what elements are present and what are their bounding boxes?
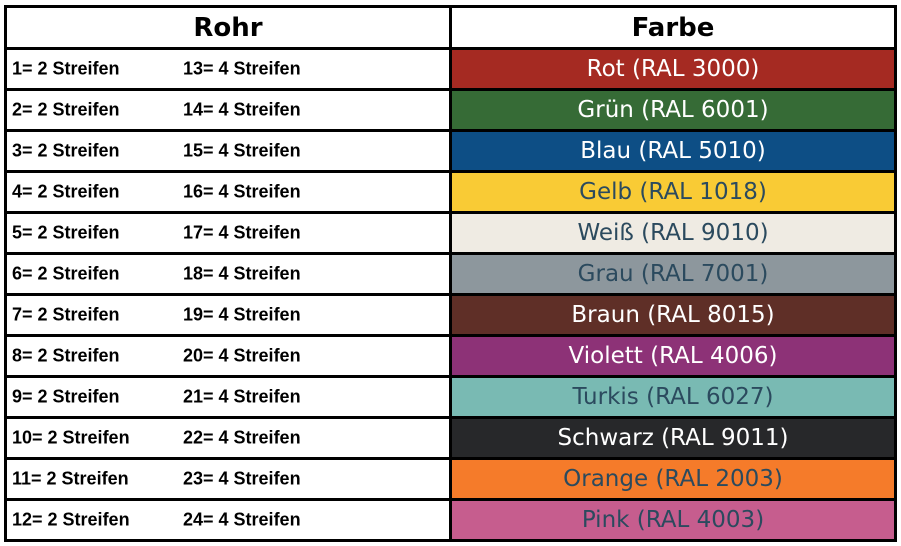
rohr-cell: 11= 2 Streifen 23= 4 Streifen [4, 457, 452, 501]
header-farbe: Farbe [449, 5, 897, 50]
stripe-count-left: 9= 2 Streifen [12, 386, 120, 407]
table-row: 3= 2 Streifen 15= 4 Streifen Blau (RAL 501… [4, 129, 897, 173]
table-row: 6= 2 Streifen 18= 4 Streifen Grau (RAL 700… [4, 252, 897, 296]
farbe-swatch-cell: Turkis (RAL 6027) [449, 375, 897, 419]
stripe-count-left: 4= 2 Streifen [12, 181, 120, 202]
table-row: 5= 2 Streifen 17= 4 Streifen Weiß (RAL 901… [4, 211, 897, 255]
stripe-count-right: 17= 4 Streifen [183, 222, 301, 243]
table-row: 10= 2 Streifen 22= 4 Streifen Schwarz (RAL… [4, 416, 897, 460]
farbe-swatch-cell: Orange (RAL 2003) [449, 457, 897, 501]
farbe-swatch-cell: Pink (RAL 4003) [449, 498, 897, 542]
stripe-count-right: 16= 4 Streifen [183, 181, 301, 202]
stripe-count-left: 11= 2 Streifen [12, 468, 129, 489]
table-row: 4= 2 Streifen 16= 4 Streifen Gelb (RAL 101… [4, 170, 897, 214]
stripe-count-right: 14= 4 Streifen [183, 99, 301, 120]
rohr-cell: 6= 2 Streifen 18= 4 Streifen [4, 252, 452, 296]
header-rohr: Rohr [4, 5, 452, 50]
table-row: 2= 2 Streifen 14= 4 Streifen Grün (RAL 600… [4, 88, 897, 132]
farbe-swatch-cell: Schwarz (RAL 9011) [449, 416, 897, 460]
rohr-cell: 7= 2 Streifen 19= 4 Streifen [4, 293, 452, 337]
stripe-count-left: 7= 2 Streifen [12, 304, 120, 325]
stripe-count-left: 1= 2 Streifen [12, 58, 120, 79]
farbe-swatch-cell: Grün (RAL 6001) [449, 88, 897, 132]
stripe-count-left: 2= 2 Streifen [12, 99, 120, 120]
stripe-count-right: 20= 4 Streifen [183, 345, 301, 366]
rohr-cell: 5= 2 Streifen 17= 4 Streifen [4, 211, 452, 255]
stripe-count-right: 15= 4 Streifen [183, 140, 301, 161]
stripe-count-left: 8= 2 Streifen [12, 345, 120, 366]
table-row: 8= 2 Streifen 20= 4 Streifen Violett (RAL … [4, 334, 897, 378]
farbe-swatch-cell: Violett (RAL 4006) [449, 334, 897, 378]
stripe-count-left: 12= 2 Streifen [12, 509, 130, 530]
farbe-swatch-cell: Braun (RAL 8015) [449, 293, 897, 337]
rohr-cell: 10= 2 Streifen 22= 4 Streifen [4, 416, 452, 460]
rohr-cell: 8= 2 Streifen 20= 4 Streifen [4, 334, 452, 378]
header-row: Rohr Farbe [4, 5, 897, 50]
stripe-count-right: 13= 4 Streifen [183, 58, 301, 79]
table-row: 9= 2 Streifen 21= 4 Streifen Turkis (RAL 6… [4, 375, 897, 419]
rohr-cell: 3= 2 Streifen 15= 4 Streifen [4, 129, 452, 173]
stripe-count-right: 22= 4 Streifen [183, 427, 301, 448]
table-row: 7= 2 Streifen 19= 4 Streifen Braun (RAL 80… [4, 293, 897, 337]
farbe-swatch-cell: Grau (RAL 7001) [449, 252, 897, 296]
rohr-cell: 9= 2 Streifen 21= 4 Streifen [4, 375, 452, 419]
rohr-cell: 2= 2 Streifen 14= 4 Streifen [4, 88, 452, 132]
stripe-count-right: 19= 4 Streifen [183, 304, 301, 325]
stripe-count-left: 10= 2 Streifen [12, 427, 130, 448]
rohr-cell: 1= 2 Streifen 13= 4 Streifen [4, 47, 452, 91]
rohr-cell: 4= 2 Streifen 16= 4 Streifen [4, 170, 452, 214]
stripe-count-right: 21= 4 Streifen [183, 386, 301, 407]
color-table-container: Rohr Farbe 1= 2 Streifen 13= 4 Streifen Ro… [4, 5, 897, 542]
table-row: 11= 2 Streifen 23= 4 Streifen Orange (RAL … [4, 457, 897, 501]
farbe-swatch-cell: Rot (RAL 3000) [449, 47, 897, 91]
stripe-count-right: 18= 4 Streifen [183, 263, 301, 284]
farbe-swatch-cell: Gelb (RAL 1018) [449, 170, 897, 214]
stripe-count-right: 23= 4 Streifen [183, 468, 301, 489]
stripe-count-left: 6= 2 Streifen [12, 263, 120, 284]
stripe-count-left: 5= 2 Streifen [12, 222, 120, 243]
stripe-count-left: 3= 2 Streifen [12, 140, 120, 161]
farbe-swatch-cell: Weiß (RAL 9010) [449, 211, 897, 255]
rohr-cell: 12= 2 Streifen 24= 4 Streifen [4, 498, 452, 542]
table-row: 1= 2 Streifen 13= 4 Streifen Rot (RAL 3000… [4, 47, 897, 91]
stripe-count-right: 24= 4 Streifen [183, 509, 301, 530]
table-row: 12= 2 Streifen 24= 4 Streifen Pink (RAL 40… [4, 498, 897, 542]
farbe-swatch-cell: Blau (RAL 5010) [449, 129, 897, 173]
pipe-color-table: Rohr Farbe 1= 2 Streifen 13= 4 Streifen Ro… [4, 5, 897, 542]
